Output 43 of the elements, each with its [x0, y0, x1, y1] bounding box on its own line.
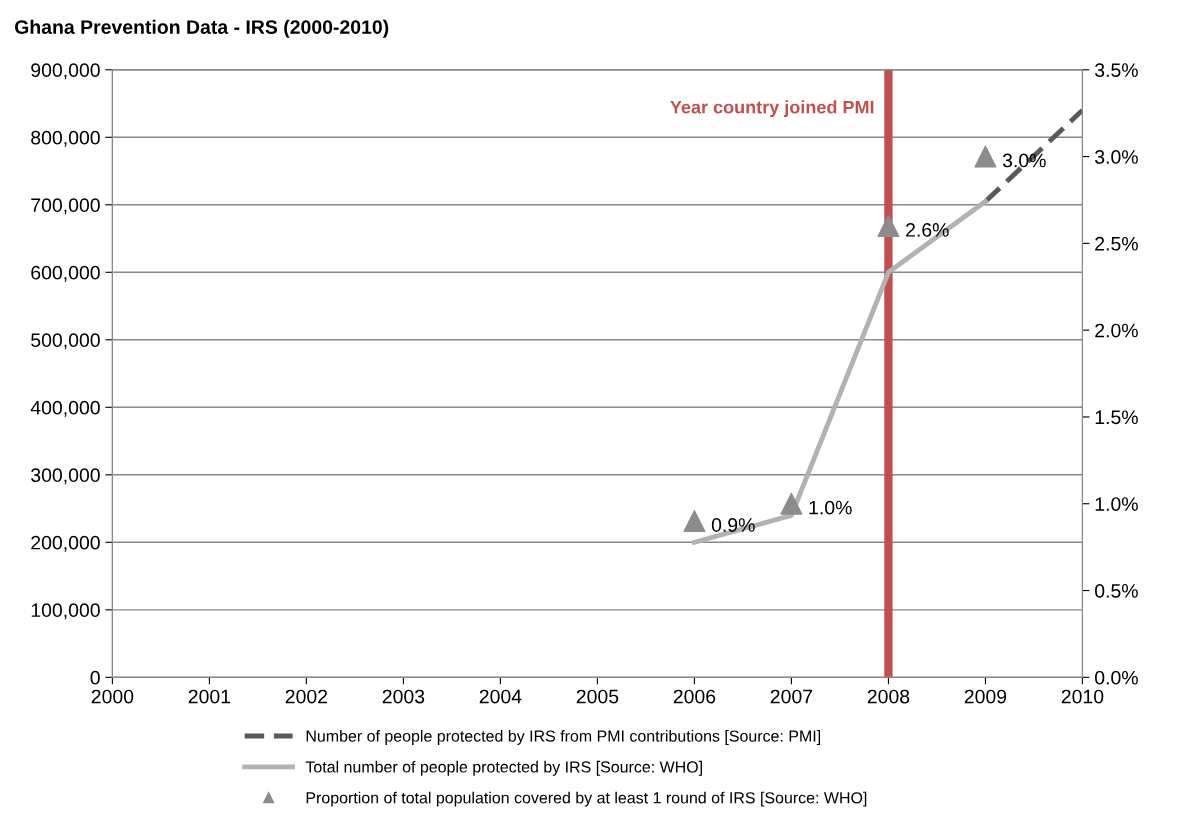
data-label: 2.6% [906, 223, 949, 237]
y-tick-label: 700,000 [31, 198, 100, 215]
y2-tick-label: 0.5% [1095, 584, 1138, 598]
point [683, 510, 706, 533]
y2-tick-label: 3.0% [1094, 150, 1138, 164]
x-tick-label: 2009 [964, 689, 1007, 704]
x-tick-label: 2002 [285, 689, 328, 704]
x-tick-label: 2008 [867, 689, 910, 704]
data-label: 1.0% [809, 500, 852, 515]
y-tick-label: 200,000 [31, 535, 100, 552]
y2-tick-label: 2.0% [1095, 323, 1138, 338]
y2-tick-label: 3.5% [1094, 63, 1138, 78]
data-label: 3.0% [1002, 153, 1046, 168]
chart-title: Ghana Prevention Data - IRS (2000-2010) [15, 19, 389, 38]
x-tick-label: 2007 [770, 689, 813, 704]
y-tick-label: 400,000 [30, 400, 100, 417]
y2-tick-label: 0.0% [1095, 670, 1138, 685]
point [780, 492, 803, 515]
legend-label: Number of people protected by IRS from PMI contributions [Source: PMI] [306, 730, 821, 745]
x-tick-label: 2001 [188, 689, 231, 704]
x-tick-label: 2010 [1061, 689, 1104, 704]
legend-label: Proportion of total population covered by at least 1 round of IRS [Source: WHO] [306, 791, 867, 807]
x-tick-label: 2006 [673, 689, 716, 704]
y-tick-label: 100,000 [31, 603, 100, 620]
y-tick-label: 500,000 [31, 333, 100, 350]
y2-tick-label: 2.5% [1095, 236, 1138, 251]
x-tick-label: 2005 [576, 689, 619, 704]
ref-line-label: Year country joined PMI [670, 100, 874, 118]
x-tick-label: 2004 [479, 689, 522, 704]
point [877, 215, 900, 238]
data-label: 0.9% [711, 518, 755, 532]
y2-tick-label: 1.5% [1095, 410, 1138, 425]
y-tick-label: 0 [90, 670, 100, 685]
legend-label: Total number of people protected by IRS [Source: WHO] [305, 760, 702, 776]
line-series [691, 198, 988, 545]
point [974, 145, 997, 168]
x-tick-label: 2003 [382, 689, 425, 704]
y2-tick-label: 1.0% [1095, 497, 1138, 511]
x-tick-label: 2000 [91, 689, 134, 704]
y-tick-label: 300,000 [31, 468, 100, 485]
y-tick-label: 900,000 [31, 63, 100, 80]
y-tick-label: 800,000 [31, 130, 100, 147]
y-tick-label: 600,000 [31, 265, 100, 282]
